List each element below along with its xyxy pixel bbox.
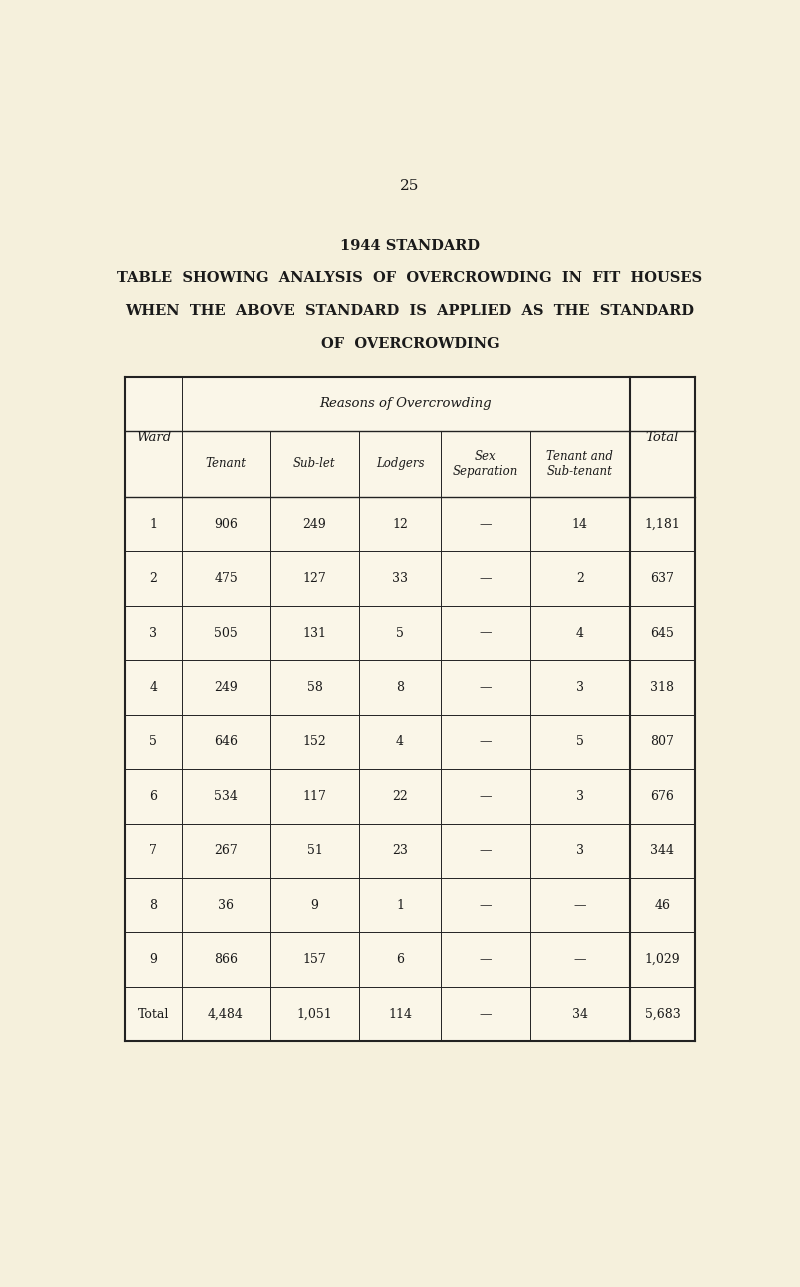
Text: —: — bbox=[479, 954, 492, 967]
Text: 6: 6 bbox=[396, 954, 404, 967]
Text: 12: 12 bbox=[392, 517, 408, 530]
Text: 3: 3 bbox=[576, 790, 584, 803]
Text: 4: 4 bbox=[150, 681, 158, 694]
Text: 1: 1 bbox=[150, 517, 158, 530]
Text: 23: 23 bbox=[392, 844, 408, 857]
Text: Sub-let: Sub-let bbox=[293, 457, 336, 470]
Text: 117: 117 bbox=[302, 790, 326, 803]
Text: 8: 8 bbox=[150, 898, 158, 911]
Text: 475: 475 bbox=[214, 573, 238, 586]
Text: 645: 645 bbox=[650, 627, 674, 640]
Text: 7: 7 bbox=[150, 844, 158, 857]
Text: 51: 51 bbox=[306, 844, 322, 857]
Text: OF  OVERCROWDING: OF OVERCROWDING bbox=[321, 337, 499, 351]
Text: 1: 1 bbox=[396, 898, 404, 911]
Text: 1,051: 1,051 bbox=[297, 1008, 332, 1021]
Text: 127: 127 bbox=[302, 573, 326, 586]
Text: 58: 58 bbox=[306, 681, 322, 694]
Text: —: — bbox=[479, 517, 492, 530]
Text: Lodgers: Lodgers bbox=[376, 457, 424, 470]
Text: —: — bbox=[479, 735, 492, 749]
Text: TABLE  SHOWING  ANALYSIS  OF  OVERCROWDING  IN  FIT  HOUSES: TABLE SHOWING ANALYSIS OF OVERCROWDING I… bbox=[118, 272, 702, 286]
Text: 1944 STANDARD: 1944 STANDARD bbox=[340, 238, 480, 252]
Text: —: — bbox=[479, 573, 492, 586]
Text: 3: 3 bbox=[576, 844, 584, 857]
Text: 5,683: 5,683 bbox=[645, 1008, 680, 1021]
Text: 25: 25 bbox=[400, 179, 420, 193]
Text: 1,181: 1,181 bbox=[645, 517, 680, 530]
Text: 22: 22 bbox=[392, 790, 408, 803]
Text: 6: 6 bbox=[150, 790, 158, 803]
Text: 676: 676 bbox=[650, 790, 674, 803]
Text: 637: 637 bbox=[650, 573, 674, 586]
Text: 807: 807 bbox=[650, 735, 674, 749]
Text: 34: 34 bbox=[572, 1008, 588, 1021]
Text: 4: 4 bbox=[576, 627, 584, 640]
Text: 646: 646 bbox=[214, 735, 238, 749]
Text: 866: 866 bbox=[214, 954, 238, 967]
Text: 152: 152 bbox=[302, 735, 326, 749]
Text: 131: 131 bbox=[302, 627, 326, 640]
Text: —: — bbox=[479, 790, 492, 803]
Text: 249: 249 bbox=[214, 681, 238, 694]
Text: 3: 3 bbox=[576, 681, 584, 694]
Text: 318: 318 bbox=[650, 681, 674, 694]
Text: Tenant: Tenant bbox=[206, 457, 246, 470]
Text: 344: 344 bbox=[650, 844, 674, 857]
Text: 114: 114 bbox=[388, 1008, 412, 1021]
Text: 4,484: 4,484 bbox=[208, 1008, 244, 1021]
Text: 4: 4 bbox=[396, 735, 404, 749]
Text: 157: 157 bbox=[302, 954, 326, 967]
Text: 3: 3 bbox=[150, 627, 158, 640]
Text: 5: 5 bbox=[150, 735, 158, 749]
Text: 9: 9 bbox=[310, 898, 318, 911]
Text: 33: 33 bbox=[392, 573, 408, 586]
Text: Sex
Separation: Sex Separation bbox=[453, 449, 518, 477]
Text: —: — bbox=[479, 844, 492, 857]
Text: —: — bbox=[574, 954, 586, 967]
Text: 505: 505 bbox=[214, 627, 238, 640]
Text: —: — bbox=[479, 627, 492, 640]
Text: 5: 5 bbox=[396, 627, 404, 640]
Text: WHEN  THE  ABOVE  STANDARD  IS  APPLIED  AS  THE  STANDARD: WHEN THE ABOVE STANDARD IS APPLIED AS TH… bbox=[126, 304, 694, 318]
Text: —: — bbox=[479, 898, 492, 911]
Text: 5: 5 bbox=[576, 735, 584, 749]
Text: 2: 2 bbox=[150, 573, 158, 586]
Text: 2: 2 bbox=[576, 573, 584, 586]
Text: 9: 9 bbox=[150, 954, 158, 967]
Text: Tenant and
Sub-tenant: Tenant and Sub-tenant bbox=[546, 449, 613, 477]
Text: 267: 267 bbox=[214, 844, 238, 857]
Text: Total: Total bbox=[646, 431, 679, 444]
Text: 534: 534 bbox=[214, 790, 238, 803]
Text: 8: 8 bbox=[396, 681, 404, 694]
Text: —: — bbox=[479, 1008, 492, 1021]
Text: —: — bbox=[574, 898, 586, 911]
Text: —: — bbox=[479, 681, 492, 694]
Text: 906: 906 bbox=[214, 517, 238, 530]
Text: Total: Total bbox=[138, 1008, 169, 1021]
Text: 46: 46 bbox=[654, 898, 670, 911]
Text: Ward: Ward bbox=[136, 431, 171, 444]
Text: 36: 36 bbox=[218, 898, 234, 911]
Text: Reasons of Overcrowding: Reasons of Overcrowding bbox=[319, 398, 492, 411]
Text: 249: 249 bbox=[302, 517, 326, 530]
Text: 14: 14 bbox=[572, 517, 588, 530]
Text: 1,029: 1,029 bbox=[645, 954, 680, 967]
